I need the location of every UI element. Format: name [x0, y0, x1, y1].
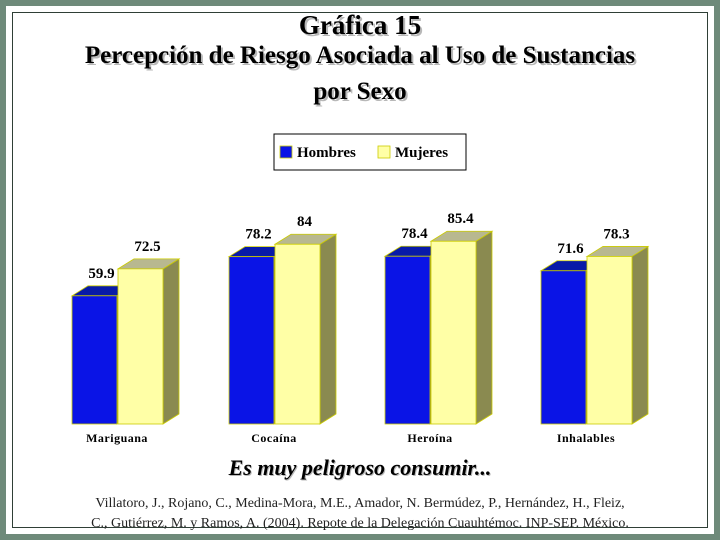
bar-side — [162, 258, 180, 425]
bar-front — [117, 268, 164, 425]
bar-mujeres-mariguana — [116, 258, 181, 425]
slide-inner-border — [12, 12, 708, 528]
legend: Hombres Mujeres — [273, 133, 467, 171]
bar-side — [319, 233, 337, 425]
category-label-inhalables: Inhalables — [557, 431, 615, 445]
data-label-hombres-heroina: 78.4 — [401, 226, 428, 242]
data-label-mujeres-mariguana: 72.5 — [134, 239, 160, 255]
bar-front — [274, 243, 321, 425]
data-labels-group: 59.9 72.5 78.2 84 78.4 85.4 71.6 78.3 — [88, 211, 629, 282]
chart-title-line-1: Gráfica 15 — [298, 10, 422, 40]
bar-mujeres-heroina — [429, 230, 494, 425]
chart-title-line-2: Percepción de Riesgo Asociada al Uso de … — [84, 42, 636, 69]
chart-title-line-3: por Sexo — [313, 78, 407, 105]
data-label-hombres-mariguana: 59.9 — [88, 266, 114, 282]
data-label-hombres-cocaina: 78.2 — [245, 227, 271, 243]
category-labels-group: Mariguana Cocaína Heroína Inhalables — [86, 431, 615, 445]
legend-swatch-mujeres — [377, 145, 391, 159]
bar-front — [228, 256, 275, 425]
category-label-mariguana: Mariguana — [86, 431, 148, 445]
legend-label-hombres: Hombres — [297, 145, 356, 161]
legend-box — [273, 133, 467, 171]
citation-line-2: C., Gutiérrez, M. y Ramos, A. (2004). Re… — [91, 516, 629, 531]
data-label-hombres-inhalables: 71.6 — [557, 241, 584, 257]
data-label-mujeres-cocaina: 84 — [297, 214, 313, 230]
data-label-mujeres-inhalables: 78.3 — [603, 226, 629, 242]
bar-mujeres-inhalables — [585, 245, 650, 425]
citation: Villatoro, J., Rojano, C., Medina-Mora, … — [30, 494, 690, 534]
bar-side — [475, 230, 493, 425]
category-label-cocaina: Cocaína — [251, 431, 297, 445]
data-label-mujeres-heroina: 85.4 — [447, 211, 474, 227]
bar-front — [71, 295, 118, 425]
legend-label-mujeres: Mujeres — [395, 145, 448, 161]
bar-front — [586, 256, 633, 425]
bar-side — [631, 245, 649, 425]
bar-front — [384, 255, 431, 425]
category-label-heroina: Heroína — [407, 431, 452, 445]
legend-swatch-hombres — [279, 145, 293, 159]
bar-mujeres-cocaina — [273, 233, 338, 425]
chart-subtitle: Es muy peligroso consumir... — [228, 455, 492, 480]
bar-front — [430, 240, 477, 425]
bar-front — [540, 270, 587, 425]
bars-group — [70, 230, 650, 425]
citation-line-1: Villatoro, J., Rojano, C., Medina-Mora, … — [95, 496, 625, 511]
